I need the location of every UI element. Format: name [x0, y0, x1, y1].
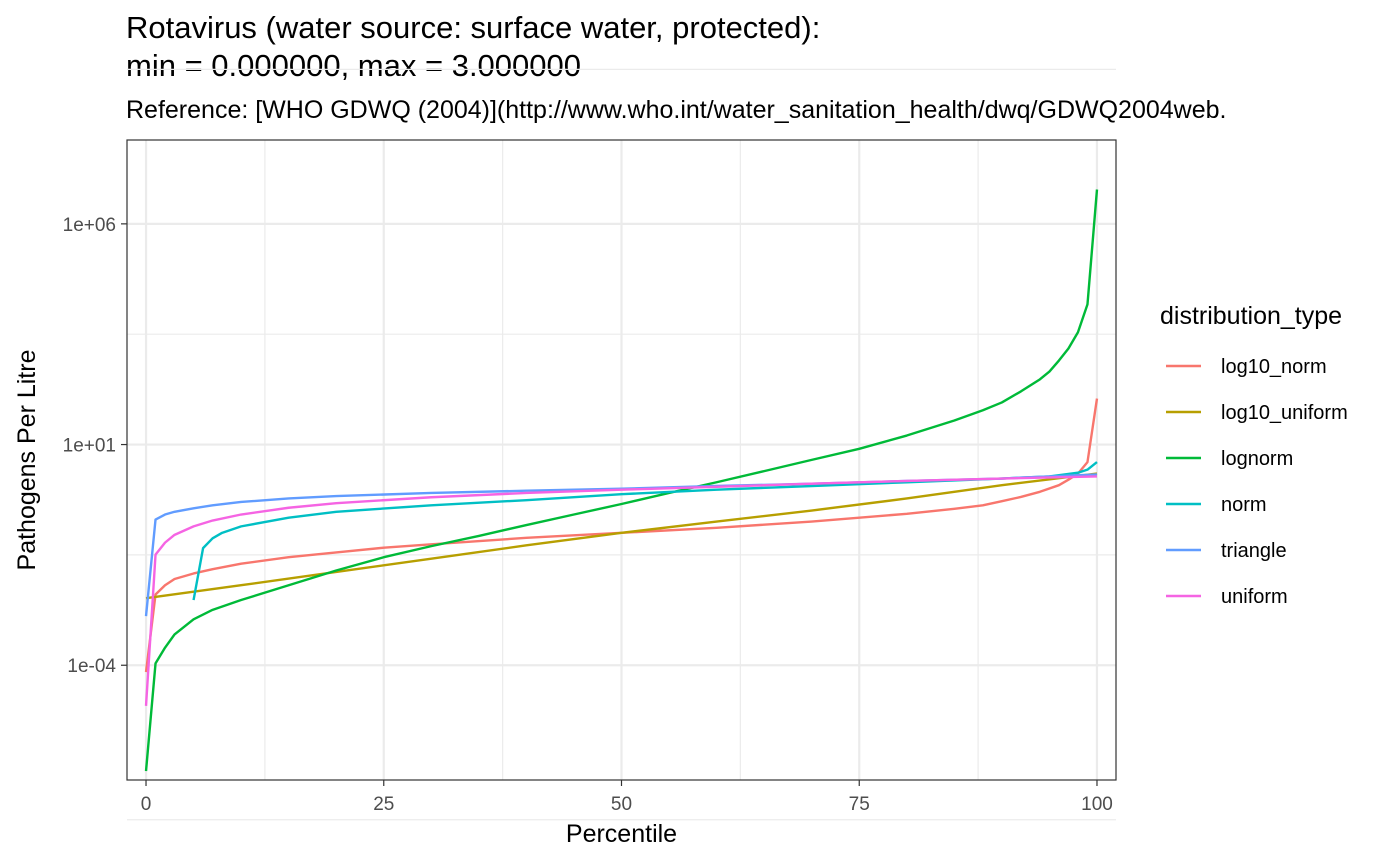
legend-label-triangle: triangle	[1221, 540, 1287, 562]
legend-label-log10-norm: log10_norm	[1221, 356, 1327, 378]
y-tick-label: 1e+01	[63, 436, 116, 457]
y-tick-label: 1e+06	[63, 215, 116, 236]
x-tick-label: 50	[611, 794, 632, 815]
chart-subtitle: Reference: [WHO GDWQ (2004)](http://www.…	[126, 96, 1226, 124]
chart-title-line2: min = 0.000000, max = 3.000000	[126, 48, 581, 83]
legend-title: distribution_type	[1160, 302, 1342, 330]
series-line-uniform	[144, 475, 1098, 706]
legend-label-norm: norm	[1221, 494, 1267, 516]
legend: distribution_type log10_norm log10_unifor…	[1160, 302, 1348, 608]
y-axis-ticks: 1e-04 1e+01 1e+06	[63, 215, 127, 677]
series-line-log10-norm	[144, 398, 1099, 673]
x-tick-label: 0	[141, 794, 152, 815]
chart-title-line1: Rotavirus (water source: surface water, …	[126, 10, 820, 45]
x-tick-label: 25	[373, 794, 394, 815]
legend-label-log10-uniform: log10_uniform	[1221, 402, 1348, 424]
major-gridlines	[127, 140, 1116, 780]
legend-label-uniform: uniform	[1221, 586, 1288, 608]
x-tick-label: 75	[849, 794, 870, 815]
x-tick-label: 100	[1081, 794, 1113, 815]
series-lines	[144, 189, 1099, 772]
y-axis-title: Pathogens Per Litre	[13, 350, 41, 571]
y-tick-label: 1e-04	[67, 656, 116, 677]
x-axis-title: Percentile	[566, 820, 677, 848]
x-axis-ticks: 0 25 50 75 100	[141, 780, 1113, 815]
legend-label-lognorm: lognorm	[1221, 448, 1293, 470]
series-line-log10-uniform	[145, 472, 1098, 600]
